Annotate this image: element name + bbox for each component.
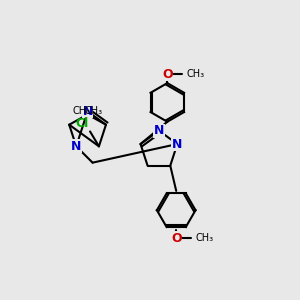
Text: N: N	[71, 140, 81, 153]
Text: Cl: Cl	[75, 117, 88, 130]
Text: O: O	[162, 68, 172, 81]
Text: CH₃: CH₃	[196, 233, 214, 243]
Text: N: N	[82, 105, 93, 118]
Text: CH₃: CH₃	[73, 106, 91, 116]
Text: O: O	[171, 232, 181, 245]
Text: N: N	[154, 124, 164, 137]
Text: N: N	[172, 137, 182, 151]
Text: CH₃: CH₃	[187, 69, 205, 79]
Text: CH₃: CH₃	[84, 106, 102, 116]
